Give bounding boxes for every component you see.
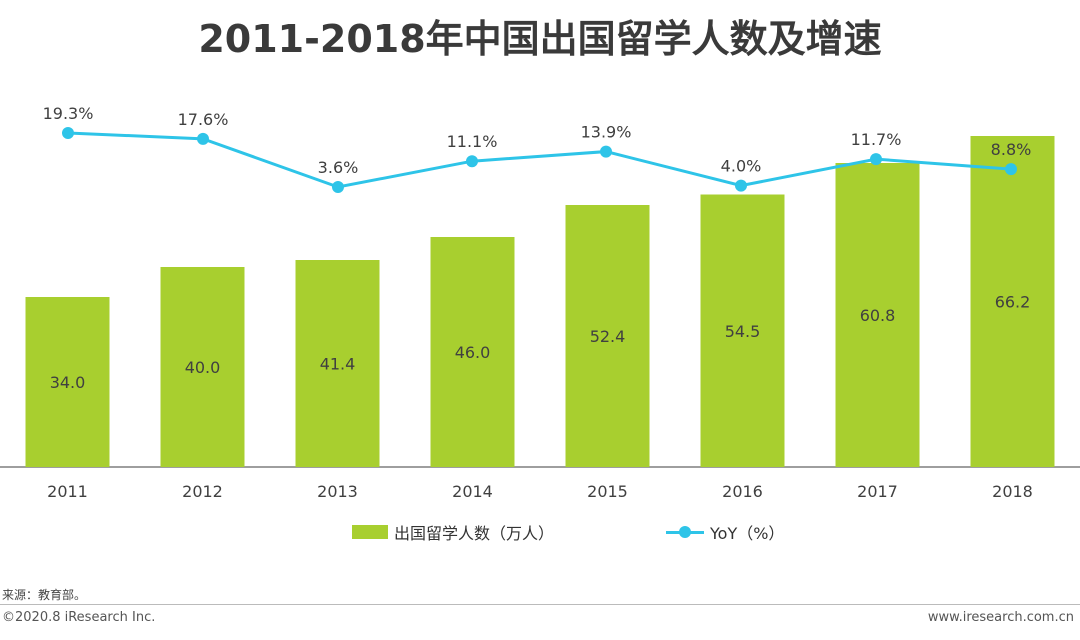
yoy-point-2018 (1005, 163, 1017, 176)
yoy-line (67, 131, 1012, 189)
footer-divider (0, 604, 1080, 605)
chart-title: 2011-2018年中国出国留学人数及增速 (198, 17, 882, 61)
legend-swatch-bar (352, 525, 388, 539)
bar-value-label: 40.0 (185, 358, 221, 377)
bar-value-label: 41.4 (320, 355, 356, 374)
yoy-point-2013 (332, 181, 344, 193)
x-tick-label: 2013 (317, 482, 358, 501)
yoy-value-label: 19.3% (43, 104, 94, 123)
legend: 出国留学人数（万人） YoY（%） (0, 518, 1080, 546)
source-note: 来源：教育部。 (2, 588, 87, 602)
x-tick-label: 2014 (452, 482, 493, 501)
bar-2014 (430, 237, 515, 467)
yoy-point-2014 (466, 155, 478, 168)
website-link[interactable]: www.iresearch.com.cn (927, 610, 1074, 625)
x-tick-label: 2016 (722, 482, 763, 501)
yoy-point-2017 (870, 153, 882, 166)
legend-label-bar: 出国留学人数（万人） (394, 524, 555, 543)
legend-label-line: YoY（%） (710, 524, 785, 543)
yoy-point-2011 (62, 127, 74, 139)
x-tick-label: 2015 (587, 482, 628, 501)
copyright: ©2020.8 iResearch Inc. (2, 610, 156, 625)
yoy-value-label: 4.0% (721, 157, 762, 176)
yoy-value-label: 11.1% (447, 132, 498, 151)
bar-value-label: 60.8 (860, 306, 896, 325)
bar-2018 (970, 136, 1055, 467)
bar-value-label: 46.0 (455, 343, 491, 362)
bar-2017 (835, 163, 920, 467)
bar-2011 (25, 297, 110, 467)
bar-value-label: 52.4 (590, 327, 626, 346)
bar-2015 (565, 205, 650, 467)
yoy-point-2012 (197, 132, 209, 145)
yoy-point-2016 (735, 179, 747, 192)
yoy-value-label: 13.9% (581, 123, 632, 142)
yoy-value-label: 17.6% (178, 110, 229, 129)
legend-item-bar: 出国留学人数（万人） (352, 518, 554, 546)
yoy-value-label: 3.6% (318, 158, 359, 177)
x-tick-label: 2017 (857, 482, 898, 501)
bar-value-label: 34.0 (50, 373, 86, 392)
legend-swatch-line (666, 525, 704, 539)
x-tick-label: 2011 (47, 482, 88, 501)
x-tick-label: 2018 (992, 482, 1033, 501)
bar-value-label: 54.5 (725, 322, 761, 341)
legend-item-line: YoY（%） (666, 518, 784, 546)
bar-2016 (700, 194, 785, 467)
bar-2013 (295, 260, 380, 467)
x-tick-label: 2012 (182, 482, 223, 501)
yoy-value-label: 8.8% (991, 140, 1032, 159)
bar-value-label: 66.2 (995, 293, 1031, 312)
yoy-point-2015 (600, 145, 612, 158)
bar-2012 (160, 267, 245, 467)
yoy-value-label: 11.7% (851, 130, 902, 149)
